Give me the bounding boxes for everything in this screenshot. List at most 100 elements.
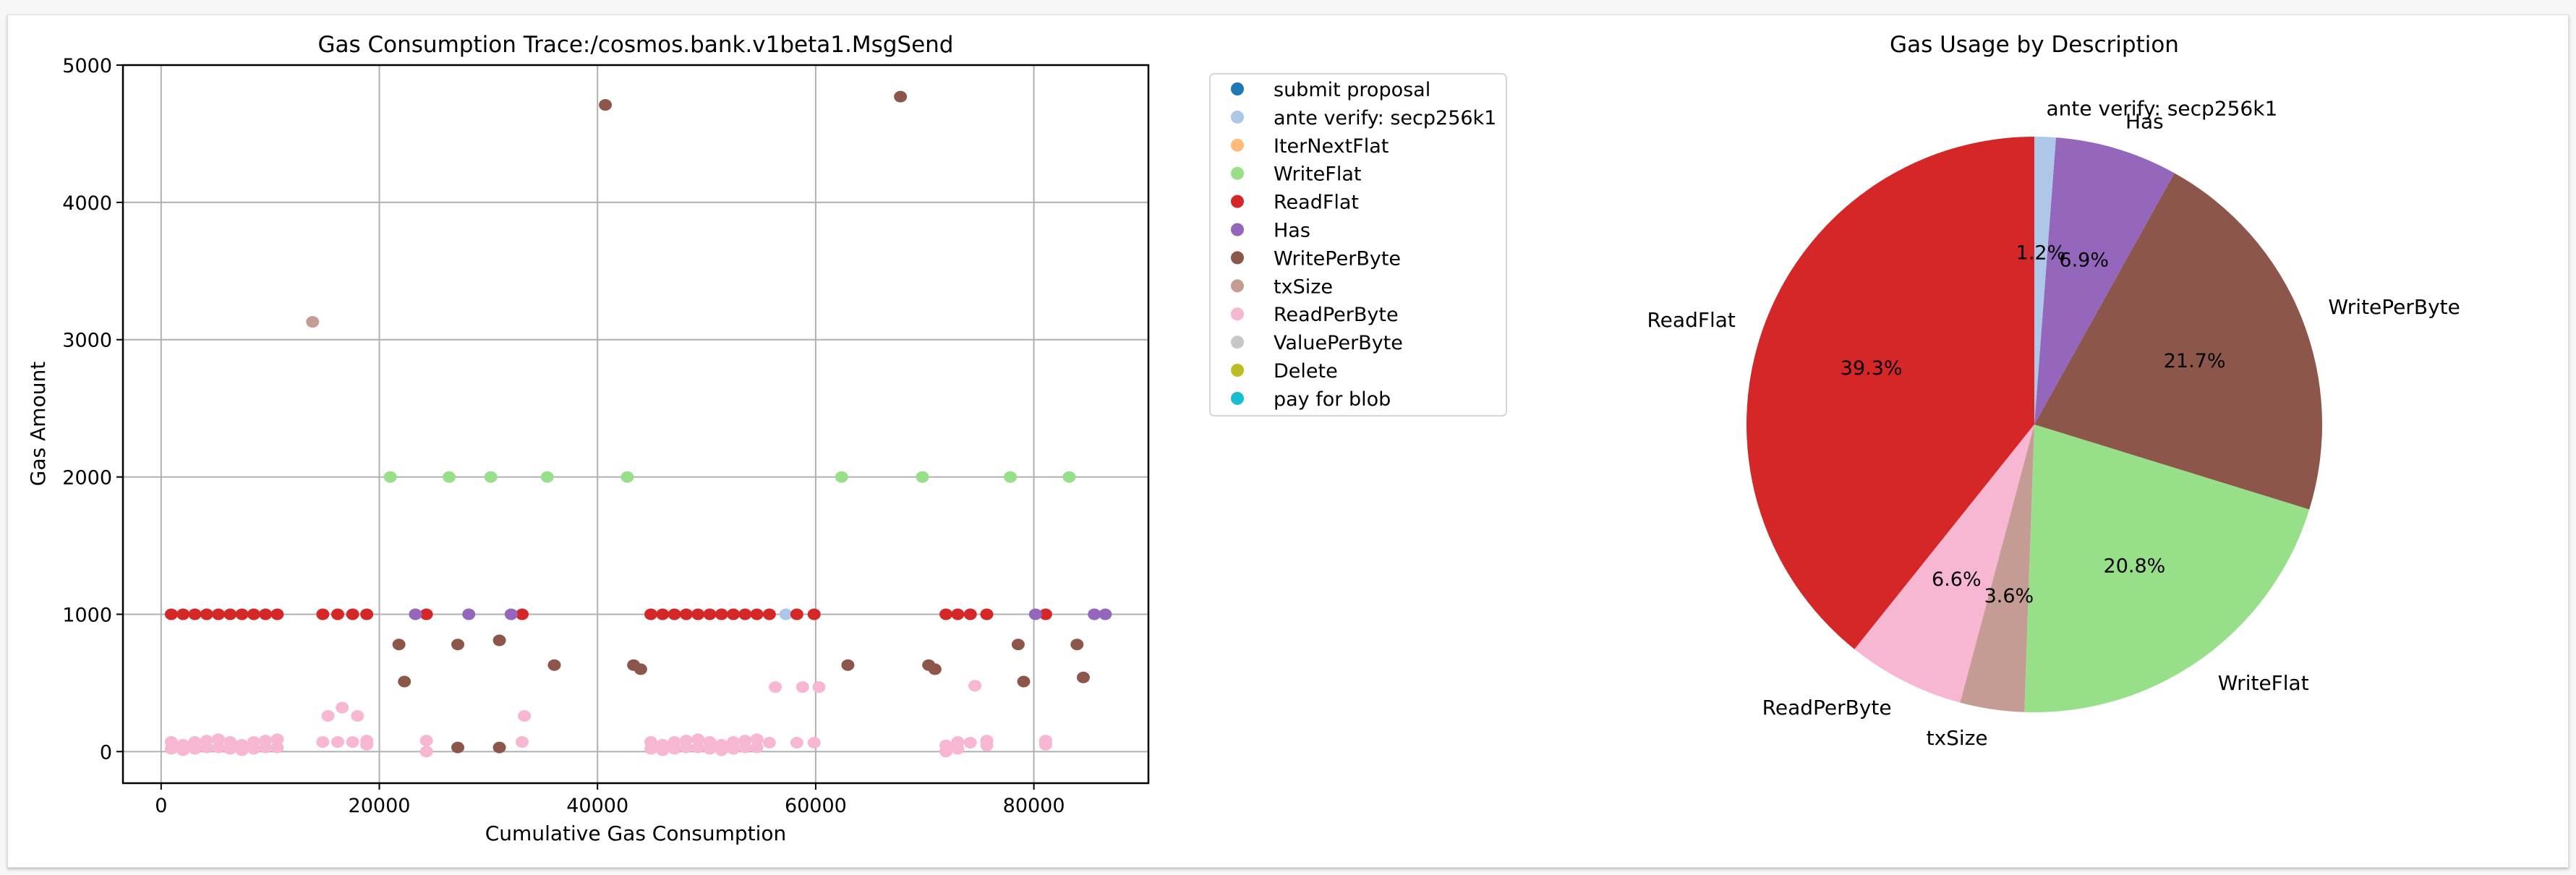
scatter-point bbox=[212, 741, 226, 754]
legend-marker bbox=[1231, 364, 1244, 377]
scatter-point bbox=[1038, 608, 1052, 620]
legend-item: submit proposal bbox=[1231, 79, 1430, 101]
scatter-point bbox=[715, 608, 728, 620]
scatter-point bbox=[750, 608, 764, 620]
legend-marker bbox=[1231, 251, 1244, 265]
scatter-point bbox=[951, 736, 965, 748]
pie-slice-label: ante verify: secp256k1 bbox=[2046, 97, 2277, 121]
scatter-point bbox=[727, 608, 741, 620]
scatter-point bbox=[419, 608, 433, 620]
scatter-point bbox=[738, 735, 752, 747]
scatter-point bbox=[762, 608, 776, 620]
scatter-point bbox=[360, 608, 374, 620]
x-tick-label: 20000 bbox=[349, 795, 411, 817]
pie-slice bbox=[2024, 424, 2310, 712]
scatter-point bbox=[316, 608, 330, 620]
pie-pct-label: 3.6% bbox=[1984, 585, 2034, 607]
scatter-ticks: 0 20000 40000 60000 80000 0 1000 2000 3000 4000 50… bbox=[62, 55, 1065, 817]
scatter-point bbox=[398, 675, 411, 688]
y-axis-label: Gas Amount bbox=[26, 362, 50, 486]
scatter-point bbox=[306, 316, 320, 328]
scatter-point bbox=[223, 608, 237, 620]
legend-label: ReadPerByte bbox=[1274, 304, 1399, 326]
scatter-point bbox=[679, 735, 693, 747]
x-tick-label: 60000 bbox=[785, 795, 847, 817]
legend-item: ValuePerByte bbox=[1231, 332, 1403, 354]
scatter-point bbox=[164, 608, 178, 620]
scatter-point bbox=[738, 608, 752, 620]
legend-marker bbox=[1231, 336, 1244, 349]
scatter-point bbox=[259, 608, 273, 620]
scatter-point bbox=[1038, 735, 1052, 747]
scatter-point bbox=[346, 608, 359, 620]
scatter-points bbox=[164, 90, 1112, 758]
pie-slice-label: WritePerByte bbox=[2328, 295, 2460, 319]
scatter-point bbox=[188, 736, 202, 748]
pie-title: Gas Usage by Description bbox=[1890, 32, 2179, 58]
scatter-point bbox=[1062, 471, 1076, 483]
scatter-point bbox=[504, 608, 518, 620]
legend-marker bbox=[1231, 307, 1244, 321]
scatter-point bbox=[835, 471, 848, 483]
legend-item: WriteFlat bbox=[1231, 163, 1361, 186]
scatter-point bbox=[668, 736, 681, 748]
pie-slice-label: Has bbox=[2125, 110, 2164, 134]
scatter-point bbox=[620, 471, 634, 483]
scatter-point bbox=[547, 659, 561, 671]
scatter-point bbox=[634, 663, 647, 675]
scatter-point bbox=[939, 739, 953, 751]
scatter-point bbox=[727, 736, 741, 748]
pie-pct-label: 6.9% bbox=[2059, 249, 2109, 271]
scatter-point bbox=[516, 736, 529, 748]
scatter-point bbox=[188, 608, 202, 620]
y-tick-label: 5000 bbox=[62, 55, 112, 77]
scatter-chart: Gas Consumption Trace:/cosmos.bank.v1bet… bbox=[26, 32, 1150, 845]
scatter-point bbox=[980, 735, 994, 747]
legend-item: ReadPerByte bbox=[1231, 304, 1399, 326]
legend-item: ante verify: secp256k1 bbox=[1231, 107, 1496, 129]
scatter-point bbox=[715, 738, 728, 751]
legend-item: Delete bbox=[1231, 360, 1338, 383]
legend-marker bbox=[1231, 82, 1244, 95]
pie-pct-label: 21.7% bbox=[2164, 350, 2226, 372]
scatter-point bbox=[270, 741, 284, 754]
scatter-point bbox=[270, 733, 284, 746]
scatter-point bbox=[1076, 671, 1090, 683]
pie-slice bbox=[1854, 424, 2034, 703]
legend-label: ante verify: secp256k1 bbox=[1274, 107, 1496, 129]
y-tick-label: 3000 bbox=[62, 330, 112, 352]
scatter-point bbox=[451, 639, 465, 651]
y-tick-label: 4000 bbox=[62, 192, 112, 215]
scatter-point bbox=[644, 608, 657, 620]
scatter-point bbox=[916, 471, 929, 483]
scatter-point bbox=[409, 608, 422, 620]
legend-label: ReadFlat bbox=[1274, 192, 1359, 214]
scatter-point bbox=[330, 736, 344, 748]
scatter-point bbox=[762, 736, 776, 748]
scatter-point bbox=[750, 733, 764, 746]
scatter-point bbox=[492, 741, 506, 754]
pie-slice bbox=[2034, 137, 2175, 425]
scatter-point bbox=[703, 736, 717, 748]
scatter-point bbox=[484, 471, 498, 483]
scatter-point bbox=[419, 746, 433, 758]
scatter-point bbox=[656, 738, 670, 751]
scatter-point bbox=[383, 471, 397, 483]
scatter-point bbox=[691, 608, 705, 620]
legend-item: WritePerByte bbox=[1231, 247, 1401, 270]
scatter-point bbox=[679, 608, 693, 620]
legend-marker bbox=[1231, 279, 1244, 293]
scatter-point bbox=[316, 736, 330, 748]
pie-pct-label: 20.8% bbox=[2104, 555, 2166, 578]
scatter-point bbox=[462, 608, 476, 620]
legend-marker bbox=[1231, 223, 1244, 236]
scatter-point bbox=[1017, 675, 1031, 688]
scatter-point bbox=[443, 471, 456, 483]
legend-item: txSize bbox=[1231, 276, 1333, 298]
scatter-point bbox=[963, 736, 977, 748]
scatter-point bbox=[346, 736, 359, 748]
y-tick-label: 0 bbox=[100, 741, 112, 764]
scatter-point bbox=[939, 608, 953, 620]
scatter-point bbox=[807, 608, 821, 620]
scatter-point bbox=[1004, 471, 1018, 483]
